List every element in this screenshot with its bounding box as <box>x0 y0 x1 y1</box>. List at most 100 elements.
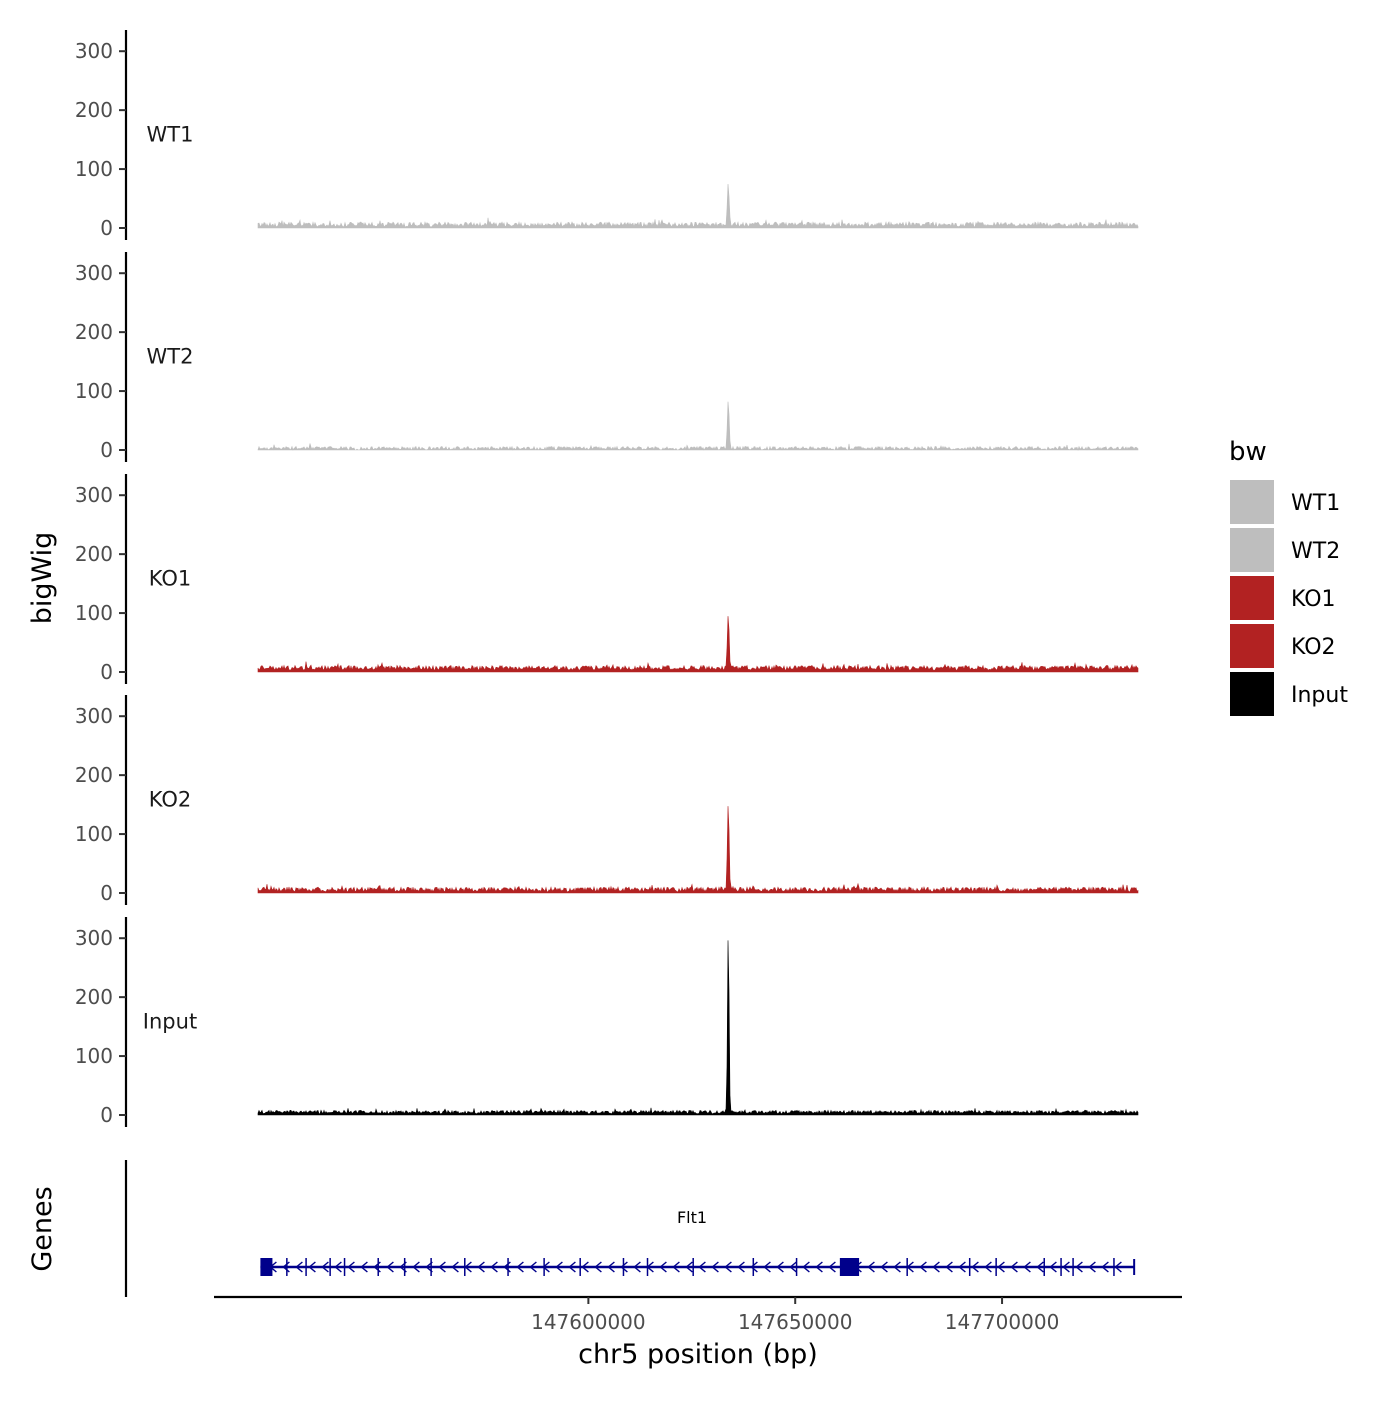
legend-label-ko1: KO1 <box>1291 587 1336 612</box>
y-tick-label-wt2-200: 200 <box>75 320 113 344</box>
gene-strand-arrow <box>958 1261 966 1273</box>
gene-strand-arrow <box>1088 1261 1096 1273</box>
legend-label-input: Input <box>1291 683 1348 708</box>
gene-strand-arrow <box>555 1261 563 1273</box>
gene-strand-arrow <box>321 1261 329 1273</box>
gene-strand-arrow <box>893 1261 901 1273</box>
gene-strand-arrow <box>334 1261 342 1273</box>
gene-strand-arrow <box>594 1261 602 1273</box>
y-tick-label-ko1-100: 100 <box>75 601 113 625</box>
legend-key-wt2 <box>1230 528 1274 572</box>
gene-strand-arrow <box>685 1261 693 1273</box>
legend-label-wt2: WT2 <box>1291 539 1340 564</box>
gene-strand-arrow <box>1023 1261 1031 1273</box>
legend-title: bw <box>1229 437 1267 467</box>
y-tick-label-ko2-0: 0 <box>100 881 113 905</box>
gene-strand-arrow <box>1075 1261 1083 1273</box>
gene-strand-arrow <box>295 1261 303 1273</box>
genes-track-label: Genes <box>27 1186 58 1271</box>
y-tick-label-input-200: 200 <box>75 985 113 1009</box>
gene-strand-arrow <box>919 1261 927 1273</box>
signal-area-ko2 <box>257 806 1139 894</box>
legend-label-ko2: KO2 <box>1291 635 1336 660</box>
y-tick-label-ko2-100: 100 <box>75 822 113 846</box>
gene-strand-arrow <box>308 1261 316 1273</box>
track-label-input: Input <box>143 1010 197 1034</box>
gene-strand-arrow <box>438 1261 446 1273</box>
legend-label-wt1: WT1 <box>1291 491 1340 516</box>
track-label-ko2: KO2 <box>149 788 192 812</box>
gene-strand-arrow <box>1114 1261 1122 1273</box>
gene-strand-arrow <box>815 1261 823 1273</box>
y-tick-label-wt1-0: 0 <box>100 216 113 240</box>
y-tick-label-wt2-0: 0 <box>100 438 113 462</box>
gene-strand-arrow <box>1049 1261 1057 1273</box>
gene-strand-arrow <box>984 1261 992 1273</box>
gene-strand-arrow <box>763 1261 771 1273</box>
gene-strand-arrow <box>529 1261 537 1273</box>
gene-strand-arrow <box>802 1261 810 1273</box>
y-tick-label-wt2-100: 100 <box>75 379 113 403</box>
signal-area-input <box>257 940 1139 1116</box>
gene-strand-arrow <box>750 1261 758 1273</box>
x-tick-label-147600000: 147600000 <box>531 1310 646 1334</box>
gene-strand-arrow <box>724 1261 732 1273</box>
gene-strand-arrow <box>789 1261 797 1273</box>
gene-strand-arrow <box>620 1261 628 1273</box>
y-tick-label-ko2-300: 300 <box>75 704 113 728</box>
gene-strand-arrow <box>1010 1261 1018 1273</box>
y-tick-label-wt1-100: 100 <box>75 157 113 181</box>
x-axis-title: chr5 position (bp) <box>578 1339 818 1370</box>
gene-strand-arrow <box>516 1261 524 1273</box>
gene-strand-arrow <box>347 1261 355 1273</box>
gene-strand-arrow <box>451 1261 459 1273</box>
gene-strand-arrow <box>698 1261 706 1273</box>
gene-strand-arrow <box>867 1261 875 1273</box>
gene-strand-arrow <box>1062 1261 1070 1273</box>
gene-strand-arrow <box>659 1261 667 1273</box>
y-tick-label-input-0: 0 <box>100 1103 113 1127</box>
y-tick-label-ko2-200: 200 <box>75 763 113 787</box>
gene-strand-arrow <box>477 1261 485 1273</box>
gene-strand-arrow <box>1036 1261 1044 1273</box>
track-label-wt2: WT2 <box>147 345 194 369</box>
legend-key-ko2 <box>1230 624 1274 668</box>
track-label-wt1: WT1 <box>147 123 194 147</box>
y-axis-title: bigWig <box>27 532 58 625</box>
gene-strand-arrow <box>490 1261 498 1273</box>
gene-strand-arrow <box>581 1261 589 1273</box>
x-tick-label-147650000: 147650000 <box>738 1310 853 1334</box>
gene-strand-arrow <box>880 1261 888 1273</box>
gene-strand-arrow <box>932 1261 940 1273</box>
gene-block-1 <box>260 1258 273 1276</box>
track-label-ko1: KO1 <box>149 567 192 591</box>
x-tick-label-147700000: 147700000 <box>945 1310 1060 1334</box>
gene-strand-arrow <box>711 1261 719 1273</box>
gene-strand-arrow <box>607 1261 615 1273</box>
legend-key-input <box>1230 672 1274 716</box>
gene-strand-arrow <box>672 1261 680 1273</box>
gene-strand-arrow <box>360 1261 368 1273</box>
y-tick-label-wt1-200: 200 <box>75 98 113 122</box>
gene-strand-arrow <box>828 1261 836 1273</box>
gene-strand-arrow <box>737 1261 745 1273</box>
y-tick-label-wt2-300: 300 <box>75 261 113 285</box>
legend-key-ko1 <box>1230 576 1274 620</box>
gene-strand-arrow <box>997 1261 1005 1273</box>
gene-strand-arrow <box>412 1261 420 1273</box>
gene-strand-arrow <box>945 1261 953 1273</box>
gene-strand-arrow <box>633 1261 641 1273</box>
y-tick-label-input-300: 300 <box>75 926 113 950</box>
signal-area-wt2 <box>257 401 1139 451</box>
y-tick-label-ko1-200: 200 <box>75 542 113 566</box>
gene-label-flt1: Flt1 <box>677 1208 707 1227</box>
y-tick-label-ko1-0: 0 <box>100 660 113 684</box>
y-tick-label-input-100: 100 <box>75 1044 113 1068</box>
legend-key-wt1 <box>1230 480 1274 524</box>
gene-strand-arrow <box>776 1261 784 1273</box>
gene-block-2 <box>839 1258 860 1276</box>
gene-strand-arrow <box>568 1261 576 1273</box>
signal-area-ko1 <box>257 616 1139 673</box>
